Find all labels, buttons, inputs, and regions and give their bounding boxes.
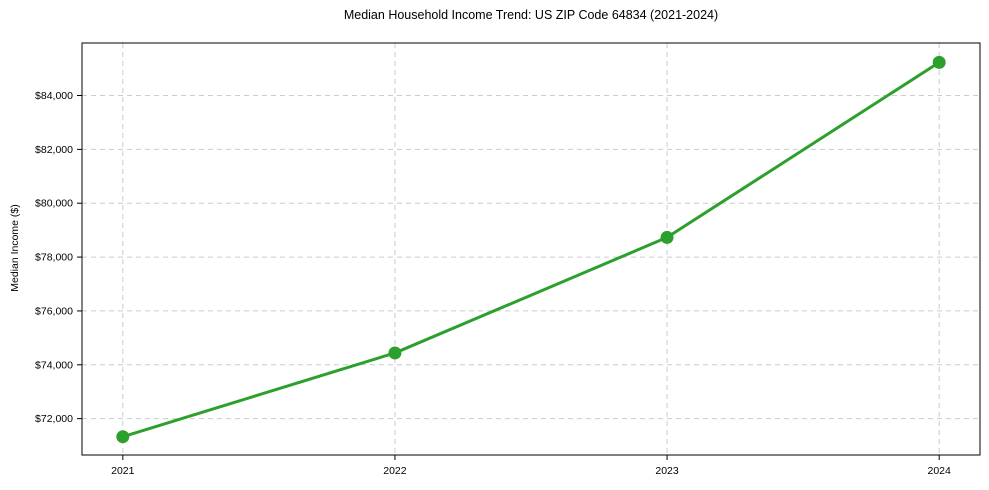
data-point-marker (116, 430, 130, 444)
plot-border (81, 42, 981, 456)
x-tick-label: 2022 (383, 465, 407, 477)
x-tick-label: 2024 (928, 465, 952, 477)
data-point-marker (932, 55, 946, 69)
data-point-marker (388, 346, 402, 360)
y-tick-label: $78,000 (35, 252, 73, 264)
data-point-marker (660, 230, 674, 244)
trend-line (121, 60, 941, 439)
x-tick-label: 2021 (111, 465, 135, 477)
y-tick-label: $84,000 (35, 90, 73, 102)
y-tick-label: $82,000 (35, 144, 73, 156)
x-tick-label: 2023 (655, 465, 679, 477)
chart-title: Median Household Income Trend: US ZIP Co… (343, 8, 719, 22)
y-tick-label: $74,000 (35, 359, 73, 371)
y-tick-label: $76,000 (35, 305, 73, 317)
y-tick-label: $72,000 (35, 413, 73, 425)
y-tick-label: $80,000 (35, 198, 73, 210)
